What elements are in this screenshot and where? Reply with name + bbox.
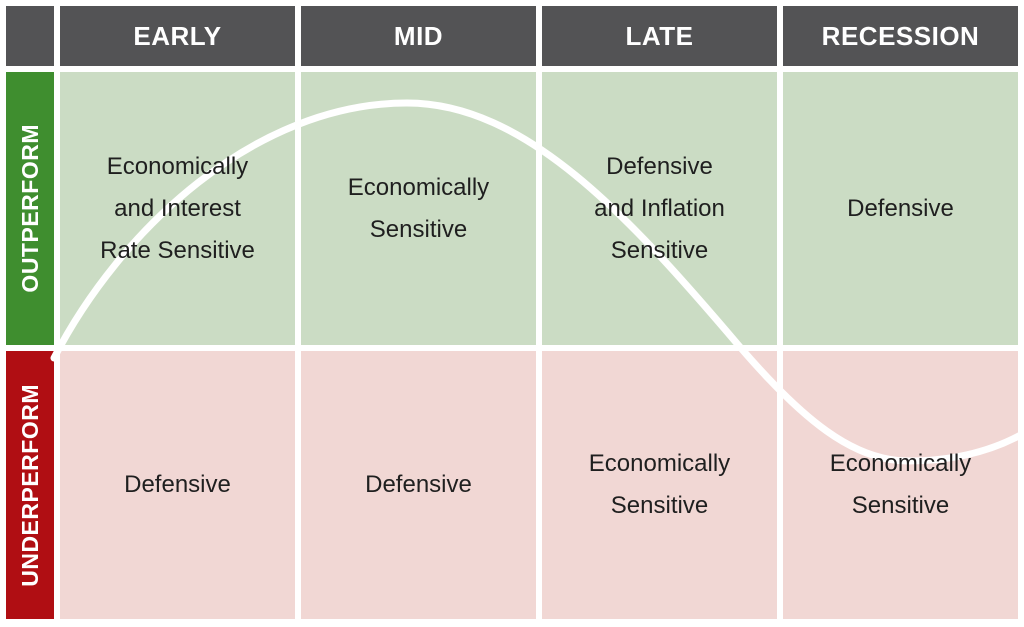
header-mid: MID <box>301 6 536 66</box>
header-late: LATE <box>542 6 777 66</box>
cell-underperform-early: Defensive <box>60 351 295 619</box>
corner-cell <box>6 6 54 66</box>
cell-underperform-recession-text: Economically Sensitive <box>829 450 972 519</box>
cell-outperform-recession-text: Defensive <box>847 194 954 222</box>
cell-underperform-early-text: Defensive <box>124 471 231 498</box>
row-label-outperform-text: OUTPERFORM <box>16 124 43 293</box>
header-late-label: LATE <box>625 20 694 51</box>
cell-underperform-late-text: Economically Sensitive <box>588 450 731 519</box>
row-label-underperform: UNDERPERFORM <box>6 351 54 619</box>
cell-outperform-mid: Economically Sensitive <box>301 72 536 345</box>
cell-outperform-recession: Defensive <box>783 72 1018 345</box>
cell-outperform-late: Defensive and Inflation Sensitive <box>542 72 777 345</box>
row-label-outperform: OUTPERFORM <box>6 72 54 345</box>
cell-outperform-late-text: Defensive and Inflation Sensitive <box>594 152 725 264</box>
row-label-underperform-text: UNDERPERFORM <box>16 383 43 587</box>
header-mid-label: MID <box>393 20 444 51</box>
cell-outperform-mid-text: Economically Sensitive <box>347 173 490 243</box>
cell-outperform-early-text: Economically and Interest Rate Sensitive <box>100 152 255 264</box>
header-early-label: EARLY <box>133 20 222 51</box>
header-recession-label: RECESSION <box>821 20 980 51</box>
header-early: EARLY <box>60 6 295 66</box>
cell-outperform-early: Economically and Interest Rate Sensitive <box>60 72 295 345</box>
header-recession: RECESSION <box>783 6 1018 66</box>
cell-underperform-late: Economically Sensitive <box>542 351 777 619</box>
cell-underperform-mid: Defensive <box>301 351 536 619</box>
cell-underperform-mid-text: Defensive <box>365 471 472 498</box>
cell-underperform-recession: Economically Sensitive <box>783 351 1018 619</box>
